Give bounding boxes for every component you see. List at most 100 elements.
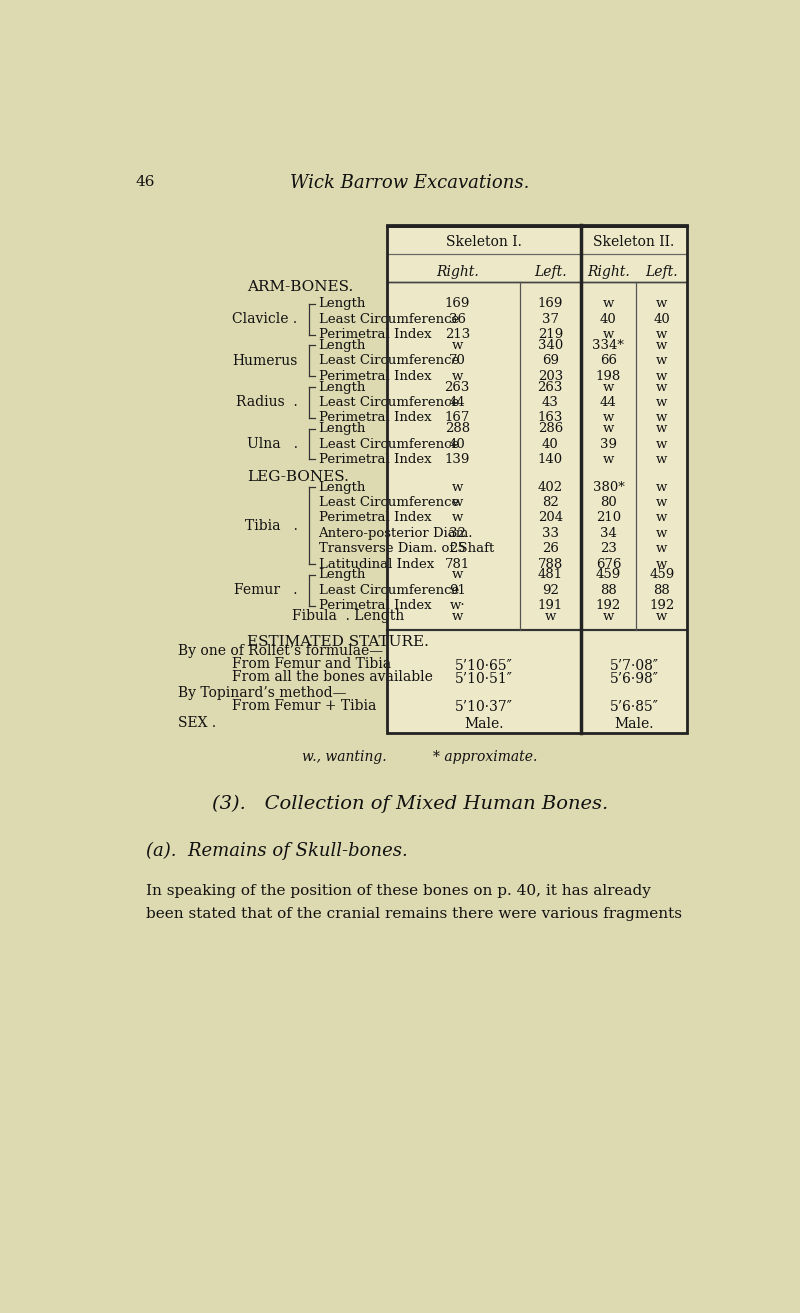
Text: Transverse Diam. of Shaft: Transverse Diam. of Shaft (318, 542, 494, 555)
Text: w: w (451, 496, 463, 509)
Text: 380*: 380* (593, 481, 624, 494)
Text: w: w (656, 328, 667, 341)
Text: 191: 191 (538, 599, 563, 612)
Text: Ulna   .: Ulna . (246, 437, 298, 450)
Text: w: w (451, 481, 463, 494)
Text: Male.: Male. (614, 717, 654, 731)
Text: 92: 92 (542, 584, 558, 597)
Text: 40: 40 (600, 312, 617, 326)
Text: w: w (656, 512, 667, 524)
Text: w: w (656, 453, 667, 466)
Text: 263: 263 (445, 381, 470, 394)
Text: w: w (656, 481, 667, 494)
Text: 34: 34 (600, 527, 617, 540)
Text: Left.: Left. (534, 264, 566, 278)
Text: 23: 23 (600, 542, 617, 555)
Text: w: w (656, 381, 667, 394)
Text: w: w (602, 411, 614, 424)
Text: 204: 204 (538, 512, 563, 524)
Text: 37: 37 (542, 312, 558, 326)
Text: w: w (451, 512, 463, 524)
Text: Skeleton I.: Skeleton I. (446, 235, 522, 249)
Text: Latitudinal Index: Latitudinal Index (318, 558, 434, 571)
Text: w: w (656, 421, 667, 435)
Text: w: w (602, 611, 614, 622)
Text: 169: 169 (445, 297, 470, 310)
Text: 192: 192 (650, 599, 674, 612)
Text: 39: 39 (600, 437, 617, 450)
Text: 219: 219 (538, 328, 563, 341)
Text: Length: Length (318, 569, 366, 582)
Text: 5’10·51″: 5’10·51″ (454, 672, 513, 685)
Text: w: w (656, 411, 667, 424)
Text: SEX .: SEX . (178, 716, 216, 730)
Text: 88: 88 (654, 584, 670, 597)
Text: 203: 203 (538, 370, 563, 383)
Text: w: w (451, 569, 463, 582)
Text: Skeleton II.: Skeleton II. (594, 235, 674, 249)
Text: 69: 69 (542, 355, 558, 368)
Text: Least Circumference: Least Circumference (318, 437, 459, 450)
Text: 91: 91 (449, 584, 466, 597)
Text: 402: 402 (538, 481, 563, 494)
Text: w: w (451, 370, 463, 383)
Text: 33: 33 (542, 527, 558, 540)
Text: 40: 40 (542, 437, 558, 450)
Text: LEG-BONES.: LEG-BONES. (247, 470, 349, 484)
Text: Least Circumference: Least Circumference (318, 397, 459, 408)
Text: Antero-posterior Diam.: Antero-posterior Diam. (318, 527, 473, 540)
Text: 169: 169 (538, 297, 563, 310)
Text: ESTIMATED STATURE.: ESTIMATED STATURE. (247, 635, 429, 649)
Text: 676: 676 (596, 558, 621, 571)
Text: 167: 167 (445, 411, 470, 424)
Text: Perimetral Index: Perimetral Index (318, 512, 431, 524)
Text: By Topinard’s method—: By Topinard’s method— (178, 685, 346, 700)
Text: 43: 43 (542, 397, 558, 408)
Text: Length: Length (318, 297, 366, 310)
Text: Least Circumference: Least Circumference (318, 355, 459, 368)
Text: (3).   Collection of Mixed Human Bones.: (3). Collection of Mixed Human Bones. (212, 794, 608, 813)
Text: 788: 788 (538, 558, 563, 571)
Text: 88: 88 (600, 584, 617, 597)
Text: w: w (656, 542, 667, 555)
Text: w: w (602, 381, 614, 394)
Text: From Femur and Tibia: From Femur and Tibia (232, 658, 391, 671)
Text: w: w (451, 339, 463, 352)
Text: From all the bones available: From all the bones available (232, 671, 433, 684)
Text: 459: 459 (596, 569, 621, 582)
Text: 36: 36 (449, 312, 466, 326)
Text: w: w (656, 496, 667, 509)
Text: 46: 46 (136, 175, 155, 189)
Text: w: w (656, 339, 667, 352)
Text: Clavicle .: Clavicle . (233, 312, 298, 326)
Text: From Femur + Tibia: From Femur + Tibia (232, 699, 376, 713)
Text: 140: 140 (538, 453, 563, 466)
Text: 5’10·65″: 5’10·65″ (454, 659, 513, 672)
Text: w·: w· (450, 599, 465, 612)
Text: 82: 82 (542, 496, 558, 509)
Text: Male.: Male. (464, 717, 503, 731)
Text: 5’6·98″: 5’6·98″ (610, 672, 658, 685)
Text: w: w (656, 355, 667, 368)
Text: Right.: Right. (436, 264, 478, 278)
Text: w: w (602, 328, 614, 341)
Text: Length: Length (318, 481, 366, 494)
Text: Perimetral Index: Perimetral Index (318, 328, 431, 341)
Text: 163: 163 (538, 411, 563, 424)
Text: Perimetral Index: Perimetral Index (318, 370, 431, 383)
Text: w: w (602, 421, 614, 435)
Text: 25: 25 (449, 542, 466, 555)
Text: w: w (656, 611, 667, 622)
Text: 40: 40 (449, 437, 466, 450)
Text: ARM-BONES.: ARM-BONES. (247, 280, 354, 294)
Text: 340: 340 (538, 339, 563, 352)
Text: 5’10·37″: 5’10·37″ (454, 700, 513, 714)
Text: Length: Length (318, 339, 366, 352)
Text: 44: 44 (449, 397, 466, 408)
Text: 213: 213 (445, 328, 470, 341)
Text: 44: 44 (600, 397, 617, 408)
Text: * approximate.: * approximate. (434, 750, 538, 764)
Text: 288: 288 (445, 421, 470, 435)
Text: w: w (602, 453, 614, 466)
Text: Least Circumference: Least Circumference (318, 312, 459, 326)
